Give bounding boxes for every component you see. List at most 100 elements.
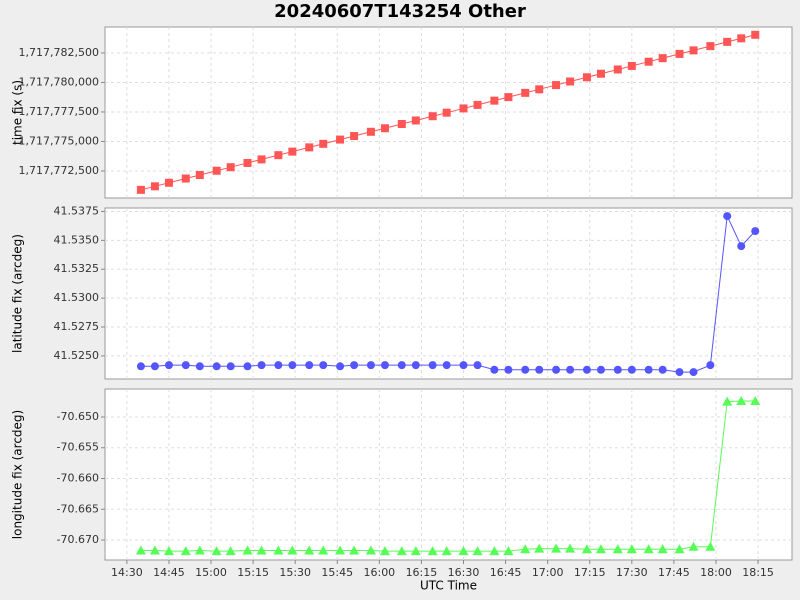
point (256, 545, 267, 555)
x-tick-label: 15:30 (279, 566, 311, 579)
point (706, 361, 715, 370)
point (612, 544, 623, 554)
point (274, 151, 283, 160)
point (136, 362, 145, 371)
point (136, 185, 145, 194)
x-tick-label: 18:15 (742, 566, 774, 579)
y-axis-label: longitude fix (arcdeg) (11, 410, 25, 539)
point (627, 365, 636, 374)
point (473, 100, 482, 109)
point (305, 143, 314, 152)
point (442, 361, 451, 370)
point (318, 545, 329, 555)
y-tick-label: -70.655 (57, 441, 99, 454)
point (582, 73, 591, 82)
y-axis-label: time fix (s) (11, 80, 25, 145)
point (349, 545, 360, 555)
point (304, 545, 315, 555)
point (737, 242, 746, 251)
y-tick-label: 1,717,772,500 (19, 164, 99, 177)
point (410, 546, 421, 556)
point (212, 166, 221, 175)
y-tick-label: 1,717,777,500 (19, 105, 99, 118)
point (211, 546, 222, 556)
point (411, 116, 420, 125)
point (441, 546, 452, 556)
point (521, 365, 530, 374)
x-tick-label: 15:15 (237, 566, 269, 579)
plot-area (104, 207, 793, 380)
point (644, 57, 653, 66)
point (150, 182, 159, 191)
point (644, 365, 653, 374)
point (658, 365, 667, 374)
x-tick-label: 17:15 (574, 566, 606, 579)
point (490, 365, 499, 374)
point (689, 368, 698, 377)
point (273, 545, 284, 555)
point (552, 81, 561, 90)
point (750, 395, 761, 405)
point (535, 85, 544, 94)
point (164, 178, 173, 187)
point (613, 65, 622, 74)
point (595, 544, 606, 554)
point (459, 361, 468, 370)
point (135, 545, 146, 555)
point (751, 30, 760, 39)
y-tick-label: 1,717,780,000 (19, 75, 99, 88)
point (288, 361, 297, 370)
point (472, 546, 483, 556)
y-tick-label: -70.660 (57, 471, 99, 484)
point (274, 361, 283, 370)
x-tick-label: 16:15 (406, 566, 438, 579)
point (643, 544, 654, 554)
y-tick-label: 41.5375 (54, 204, 100, 217)
point (737, 34, 746, 43)
point (163, 546, 174, 556)
point (736, 395, 747, 405)
point (181, 174, 190, 183)
point (397, 361, 406, 370)
point (657, 544, 668, 554)
point (195, 362, 204, 371)
point (366, 361, 375, 370)
y-tick-label: -70.650 (57, 410, 99, 423)
point (288, 147, 297, 156)
point (458, 546, 469, 556)
x-tick-label: 15:45 (321, 566, 353, 579)
point (581, 544, 592, 554)
point (336, 362, 345, 371)
point (305, 361, 314, 370)
point (596, 69, 605, 78)
point (428, 361, 437, 370)
point (257, 155, 266, 164)
x-tick-label: 15:00 (195, 566, 227, 579)
point (396, 546, 407, 556)
x-tick-label: 17:30 (616, 566, 648, 579)
point (504, 365, 513, 374)
point (566, 365, 575, 374)
point (535, 365, 544, 374)
point (722, 396, 733, 406)
x-tick-label: 14:30 (111, 566, 143, 579)
y-tick-label: 41.5250 (54, 349, 100, 362)
y-tick-label: 1,717,775,000 (19, 134, 99, 147)
point (257, 361, 266, 370)
point (582, 365, 591, 374)
point (319, 139, 328, 148)
point (551, 543, 562, 553)
point (442, 108, 451, 117)
point (212, 362, 221, 371)
point (350, 361, 359, 370)
point (335, 545, 346, 555)
x-tick-label: 16:45 (490, 566, 522, 579)
point (150, 362, 159, 371)
point (627, 61, 636, 70)
point (350, 132, 359, 141)
point (658, 54, 667, 63)
point (380, 361, 389, 370)
y-tick-label: 41.5275 (54, 320, 100, 333)
point (723, 37, 732, 46)
point (380, 124, 389, 133)
